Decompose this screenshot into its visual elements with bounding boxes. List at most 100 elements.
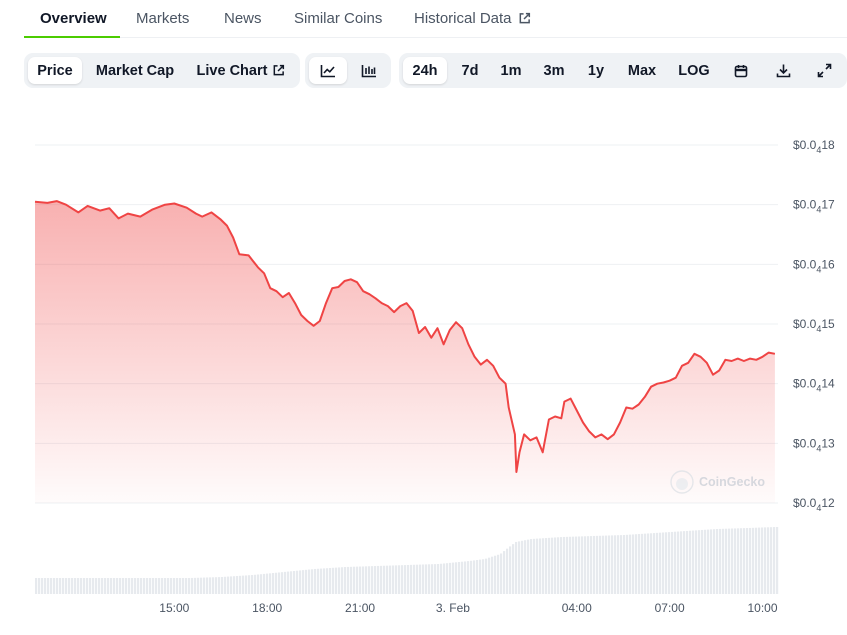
- volume-bar: [311, 569, 314, 594]
- line-chart-button[interactable]: [309, 57, 347, 84]
- volume-bar: [395, 565, 398, 594]
- volume-bar: [140, 578, 143, 594]
- volume-bar: [167, 578, 170, 594]
- volume-bar: [515, 541, 518, 594]
- volume-bar: [74, 578, 77, 594]
- volume-bar: [377, 565, 380, 594]
- volume-bar: [557, 537, 560, 594]
- volume-bar: [164, 578, 167, 594]
- volume-bar: [389, 565, 392, 594]
- price-chart[interactable]: $0.0418 $0.0417 $0.0416 $0.0415 $0.0414 $0.04…: [0, 100, 847, 620]
- range-1m-button[interactable]: 1m: [493, 57, 529, 84]
- volume-bar: [539, 538, 542, 594]
- calendar-button[interactable]: [725, 57, 757, 84]
- download-button[interactable]: [767, 57, 799, 84]
- log-scale-button[interactable]: LOG: [672, 57, 716, 84]
- volume-bar: [224, 576, 227, 594]
- volume-bar: [347, 566, 350, 594]
- volume-bar: [299, 570, 302, 594]
- volume-bar: [236, 576, 239, 594]
- volume-bar: [575, 536, 578, 594]
- fullscreen-icon: [817, 63, 831, 78]
- volume-bar: [107, 578, 110, 594]
- volume-bar: [350, 566, 353, 594]
- volume-bar: [602, 535, 605, 594]
- range-7d-button[interactable]: 7d: [452, 57, 488, 84]
- tab-label: Similar Coins: [294, 10, 383, 27]
- volume-bar: [776, 527, 779, 594]
- volume-bar: [731, 528, 734, 594]
- range-3m-button[interactable]: 3m: [536, 57, 572, 84]
- volume-bar: [362, 566, 365, 594]
- volume-bar: [593, 535, 596, 594]
- volume-bar: [434, 564, 437, 594]
- volume-bar: [407, 564, 410, 594]
- volume-bar: [719, 528, 722, 594]
- volume-bar: [215, 577, 218, 594]
- volume-bar: [641, 533, 644, 594]
- volume-bar: [128, 578, 131, 594]
- volume-bar: [371, 566, 374, 594]
- live-chart-button[interactable]: Live Chart: [188, 57, 294, 84]
- range-24h-button[interactable]: 24h: [403, 57, 447, 84]
- volume-bar: [116, 578, 119, 594]
- price-button[interactable]: Price: [28, 57, 82, 84]
- tab-overview[interactable]: Overview: [40, 10, 107, 27]
- volume-bar: [89, 578, 92, 594]
- volume-bar: [746, 528, 749, 594]
- candlestick-button[interactable]: [350, 57, 388, 84]
- volume-bar: [503, 551, 506, 594]
- volume-bar: [455, 562, 458, 594]
- volume-bar: [254, 574, 257, 594]
- volume-bar: [470, 560, 473, 594]
- volume-bar: [47, 578, 50, 594]
- volume-bar: [479, 559, 482, 594]
- volume-bar: [770, 527, 773, 594]
- x-tick-label: 07:00: [655, 601, 685, 615]
- volume-bar: [344, 567, 347, 594]
- volume-bar: [713, 529, 716, 594]
- market-cap-button[interactable]: Market Cap: [86, 57, 184, 84]
- volume-bar: [383, 565, 386, 594]
- volume-bar: [155, 578, 158, 594]
- volume-bar: [722, 528, 725, 594]
- tab-news[interactable]: News: [224, 10, 262, 27]
- volume-bar: [572, 536, 575, 594]
- volume-bar: [638, 534, 641, 594]
- volume-bars: [35, 527, 779, 594]
- volume-bar: [509, 546, 512, 594]
- watermark-text: CoinGecko: [699, 475, 765, 489]
- volume-bar: [599, 535, 602, 594]
- volume-bar: [698, 530, 701, 594]
- volume-bar: [707, 529, 710, 594]
- volume-bar: [584, 536, 587, 594]
- tab-historical-data[interactable]: Historical Data: [414, 10, 531, 27]
- volume-bar: [263, 573, 266, 594]
- tab-similar-coins[interactable]: Similar Coins: [294, 10, 382, 27]
- range-label: 3m: [543, 62, 565, 79]
- volume-bar: [668, 532, 671, 594]
- tab-markets[interactable]: Markets: [136, 10, 189, 27]
- volume-bar: [653, 533, 656, 594]
- range-1y-button[interactable]: 1y: [578, 57, 614, 84]
- volume-bar: [221, 576, 224, 594]
- volume-bar: [176, 578, 179, 594]
- volume-bar: [647, 533, 650, 594]
- volume-bar: [188, 578, 191, 594]
- volume-bar: [392, 565, 395, 594]
- volume-bar: [659, 532, 662, 594]
- y-tick-label: $0.0416: [793, 257, 835, 274]
- fullscreen-button[interactable]: [808, 57, 840, 84]
- volume-bar: [542, 538, 545, 594]
- x-tick-label: 18:00: [252, 601, 282, 615]
- coingecko-logo-inner: [676, 478, 688, 490]
- volume-bar: [278, 572, 281, 594]
- range-max-button[interactable]: Max: [620, 57, 664, 84]
- volume-bar: [527, 539, 530, 594]
- volume-bar: [65, 578, 68, 594]
- range-selector: 24h 7d 1m 3m 1y Max LOG: [399, 53, 847, 88]
- volume-bar: [68, 578, 71, 594]
- volume-bar: [173, 578, 176, 594]
- volume-bar: [686, 530, 689, 594]
- volume-bar: [734, 528, 737, 594]
